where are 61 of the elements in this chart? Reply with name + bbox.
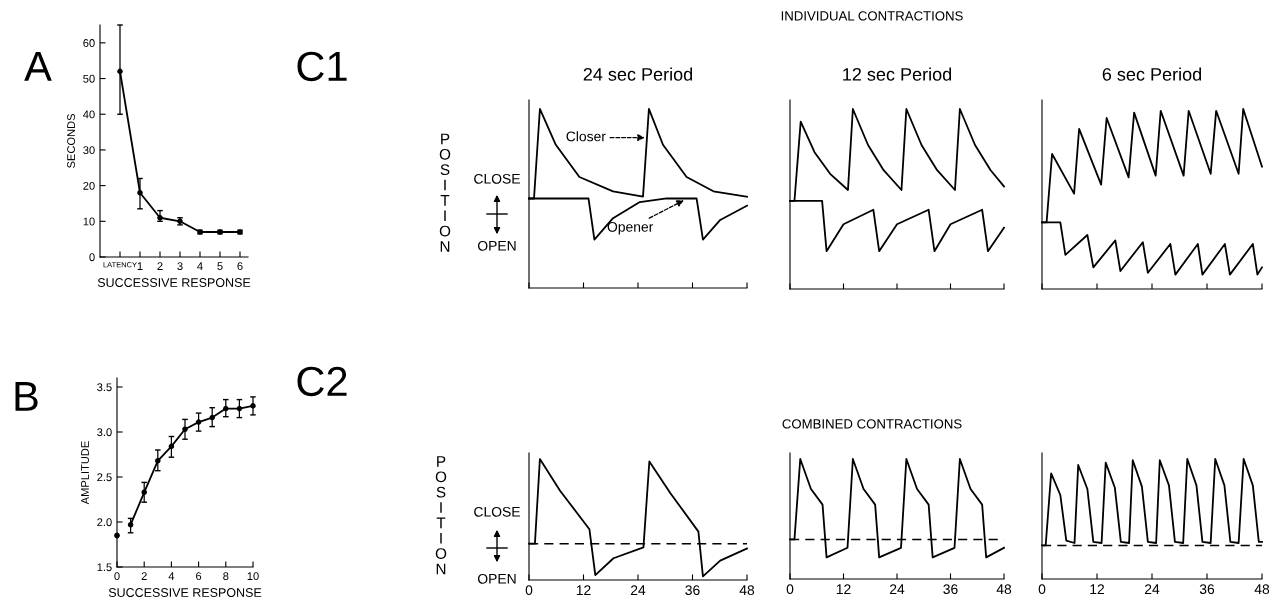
- text: CLOSE: [474, 173, 520, 184]
- y-axis-title: POSITION: [435, 456, 447, 575]
- x-tick-label: 48: [739, 585, 755, 596]
- x-tick-label: 3: [177, 262, 183, 271]
- text: C1: [297, 51, 347, 82]
- chart-title: 12 sec Period: [843, 67, 952, 81]
- y-tick-label: 50: [83, 74, 95, 83]
- x-tick-label: 1: [137, 262, 143, 270]
- x-tick-label: 2: [157, 262, 163, 270]
- point: [114, 532, 120, 539]
- annotation: Opener: [607, 221, 654, 235]
- x-axis-title: SUCCESSIVE RESPONSE: [108, 588, 262, 597]
- x-tick-label: 2: [141, 572, 147, 580]
- y-tick-label: 2.5: [97, 473, 112, 482]
- x-tick-label: 48: [996, 584, 1012, 595]
- y-tick-label: 3.0: [97, 428, 112, 437]
- y-tick-label: 0: [89, 253, 95, 262]
- annotation: Closer: [566, 131, 606, 142]
- text: OPEN: [477, 573, 516, 584]
- x-tick-label: 24: [889, 584, 905, 594]
- text: INDIVIDUAL CONTRACTIONS: [781, 11, 963, 21]
- x-tick-label: 36: [943, 584, 958, 595]
- x-tick-label: 4: [168, 572, 175, 580]
- x-tick-label: 5: [217, 262, 223, 271]
- y-axis-title: AMPLITUDE: [81, 441, 89, 505]
- text: OPEN: [477, 240, 516, 251]
- x-axis-title: SUCCESSIVE RESPONSE: [97, 278, 251, 287]
- x-tick-label: 0: [525, 585, 533, 596]
- y-tick-label: 20: [83, 181, 95, 190]
- x-tick-label: 0: [114, 572, 120, 581]
- y-axis-title: POSITION: [439, 133, 451, 252]
- x-tick-label: 24: [630, 585, 646, 595]
- x-tick-label: 8: [223, 572, 229, 581]
- x-tick-label: 0: [1038, 584, 1046, 595]
- x-tick-label: 48: [1254, 584, 1270, 595]
- x-tick-label: 12: [576, 585, 591, 595]
- text: C2: [297, 366, 347, 397]
- text: B: [15, 382, 38, 411]
- y-tick-label: 1.5: [97, 563, 112, 572]
- y-tick-label: 2.0: [97, 518, 112, 527]
- y-tick-label: 10: [83, 217, 95, 226]
- y-tick-label: 30: [83, 146, 95, 155]
- x-tick-label: 10: [247, 572, 259, 581]
- text: COMBINED CONTRACTIONS: [782, 419, 962, 429]
- y-axis-title: SECONDS: [67, 114, 76, 168]
- x-tick-label: 36: [1199, 584, 1215, 595]
- x-tick-label: 36: [685, 585, 700, 596]
- x-tick-label: 4: [197, 262, 203, 270]
- text: CLOSE: [474, 506, 520, 517]
- y-tick-label: 40: [83, 110, 95, 119]
- x-tick-label: 0: [786, 584, 794, 595]
- x-tick-label: 6: [237, 262, 243, 271]
- y-tick-label: 60: [83, 39, 95, 47]
- x-tick-label: 12: [1090, 584, 1105, 594]
- chart-title: 24 sec Period: [583, 67, 693, 81]
- text: A: [24, 52, 52, 81]
- x-tick-label: 24: [1144, 584, 1160, 594]
- chart-title: 6 sec Period: [1102, 67, 1202, 81]
- y-tick-label: 3.5: [97, 383, 112, 392]
- x-tick-label: 12: [836, 584, 851, 594]
- x-tick-label: 6: [196, 572, 202, 581]
